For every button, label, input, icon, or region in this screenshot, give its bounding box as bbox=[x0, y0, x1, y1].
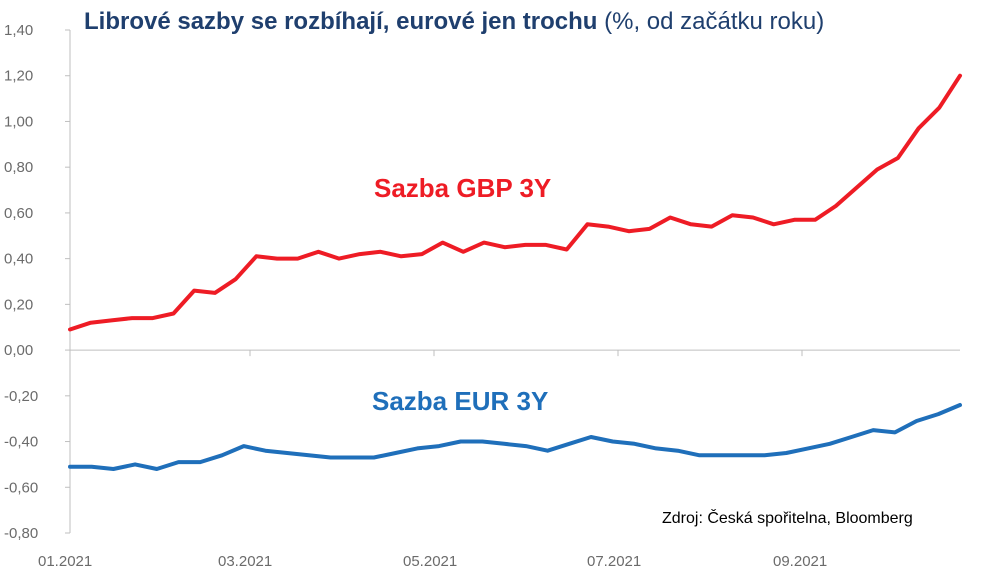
y-tick-label: -0,60 bbox=[4, 479, 38, 496]
y-tick-label: 1,20 bbox=[4, 68, 33, 85]
y-tick-label: 0,80 bbox=[4, 159, 33, 176]
series-line-eur bbox=[68, 403, 962, 471]
x-axis-ticks: 01.2021 03.2021 05.2021 07.2021 09.2021 bbox=[38, 350, 827, 570]
series-lines bbox=[68, 73, 962, 471]
y-tick-label: -0,80 bbox=[4, 525, 38, 542]
axes bbox=[69, 30, 960, 533]
source-note: Zdroj: Česká spořitelna, Bloomberg bbox=[662, 508, 913, 527]
x-tick-label: 03.2021 bbox=[218, 553, 272, 570]
y-tick-label: -0,20 bbox=[4, 388, 38, 405]
y-tick-label: 0,00 bbox=[4, 342, 33, 359]
x-tick-label: 09.2021 bbox=[773, 553, 827, 570]
x-tick-label: 01.2021 bbox=[38, 553, 92, 570]
y-tick-label: 0,40 bbox=[4, 251, 33, 268]
chart-title-main: Librové sazby se rozbíhají, eurové jen t… bbox=[84, 8, 598, 35]
series-line-gbp bbox=[68, 73, 962, 332]
series-label-eur: Sazba EUR 3Y bbox=[372, 386, 548, 416]
chart-subtitle: (%, od začátku roku) bbox=[604, 8, 825, 35]
y-tick-label: 1,40 bbox=[4, 22, 33, 39]
chart-title: Librové sazby se rozbíhají, eurové jen t… bbox=[84, 8, 824, 36]
x-tick-label: 05.2021 bbox=[403, 553, 457, 570]
series-label-gbp: Sazba GBP 3Y bbox=[374, 173, 551, 203]
y-tick-label: 0,60 bbox=[4, 205, 33, 222]
y-axis-ticks: 1,40 1,20 1,00 0,80 0,60 0,40 0,20 0,00 -0,20 -0,… bbox=[4, 22, 70, 542]
y-tick-label: 0,20 bbox=[4, 296, 33, 313]
y-tick-label: 1,00 bbox=[4, 113, 33, 130]
x-tick-label: 07.2021 bbox=[587, 553, 641, 570]
y-tick-label: -0,40 bbox=[4, 434, 38, 451]
